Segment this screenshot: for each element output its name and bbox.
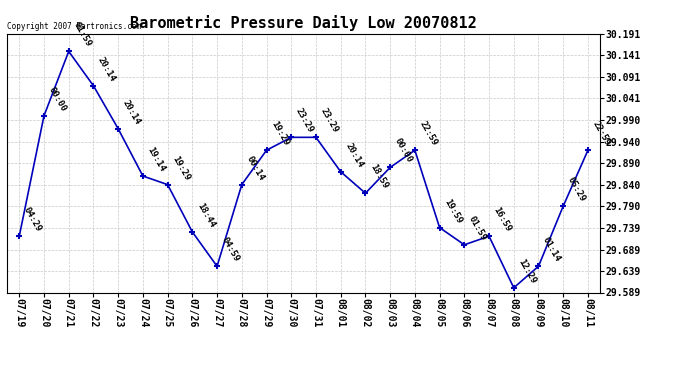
Text: 01:59: 01:59 [72,21,92,49]
Text: 23:29: 23:29 [294,107,315,135]
Text: 04:59: 04:59 [220,236,241,264]
Text: 16:59: 16:59 [492,206,513,233]
Text: 19:14: 19:14 [146,146,167,173]
Text: 22:59: 22:59 [591,120,612,147]
Text: 04:29: 04:29 [22,206,43,233]
Text: 20:14: 20:14 [96,55,117,83]
Text: 00:00: 00:00 [393,137,414,165]
Text: 19:59: 19:59 [442,197,464,225]
Text: 20:14: 20:14 [121,98,142,126]
Text: 18:59: 18:59 [368,163,389,190]
Text: 18:44: 18:44 [195,201,217,229]
Text: Copyright 2007 Bartronics.com: Copyright 2007 Bartronics.com [7,22,141,31]
Text: 22:59: 22:59 [417,120,439,147]
Text: 19:29: 19:29 [170,154,192,182]
Text: 19:29: 19:29 [269,120,290,147]
Title: Barometric Pressure Daily Low 20070812: Barometric Pressure Daily Low 20070812 [130,15,477,31]
Text: 01:14: 01:14 [541,236,562,264]
Text: 00:00: 00:00 [47,85,68,113]
Text: 20:14: 20:14 [344,141,365,169]
Text: 23:29: 23:29 [319,107,340,135]
Text: 00:14: 00:14 [244,154,266,182]
Text: 12:29: 12:29 [517,257,538,285]
Text: 01:59: 01:59 [467,214,489,242]
Text: 05:29: 05:29 [566,176,587,203]
